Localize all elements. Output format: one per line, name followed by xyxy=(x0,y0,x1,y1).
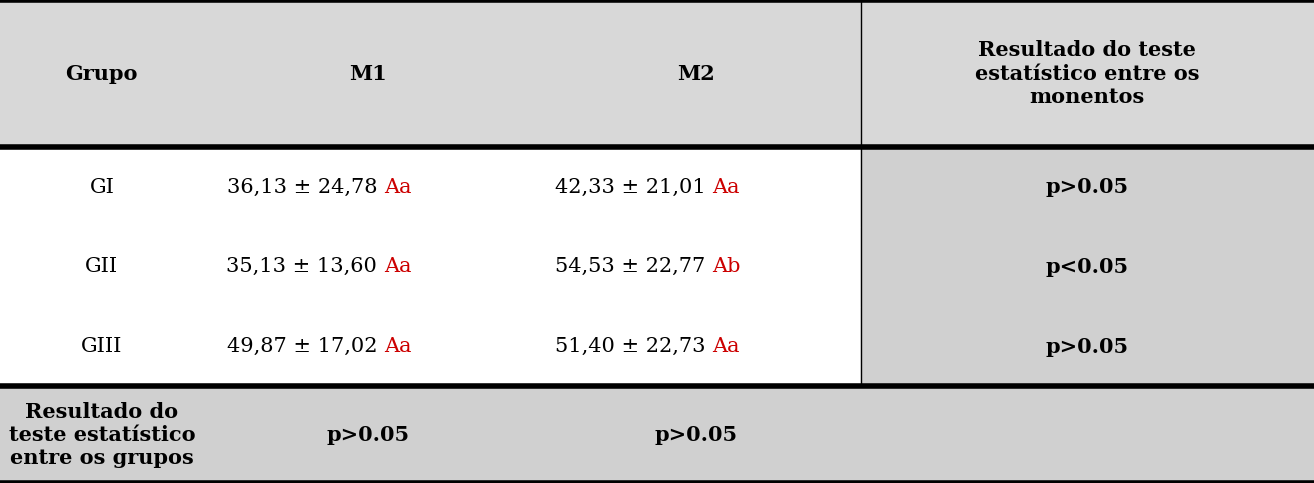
Text: GIII: GIII xyxy=(81,337,122,356)
Text: 51,40 ± 22,73: 51,40 ± 22,73 xyxy=(555,337,712,356)
Text: 49,87 ± 17,02: 49,87 ± 17,02 xyxy=(226,337,384,356)
Text: p>0.05: p>0.05 xyxy=(326,425,410,445)
Bar xyxy=(861,227,1314,307)
Text: 35,13 ± 13,60: 35,13 ± 13,60 xyxy=(226,257,384,276)
Text: p>0.05: p>0.05 xyxy=(1046,337,1129,356)
Text: p>0.05: p>0.05 xyxy=(654,425,738,445)
Text: p<0.05: p<0.05 xyxy=(1046,257,1129,277)
Text: Grupo: Grupo xyxy=(66,64,138,84)
Bar xyxy=(861,307,1314,386)
Text: GI: GI xyxy=(89,178,114,197)
Bar xyxy=(0,307,861,386)
Text: Aa: Aa xyxy=(384,178,411,197)
Bar xyxy=(861,147,1314,227)
Text: Aa: Aa xyxy=(384,257,411,276)
Text: 36,13 ± 24,78: 36,13 ± 24,78 xyxy=(226,178,384,197)
Text: Aa: Aa xyxy=(384,337,411,356)
Text: Ab: Ab xyxy=(712,257,741,276)
Text: M2: M2 xyxy=(678,64,715,84)
Bar xyxy=(0,147,861,227)
Text: p>0.05: p>0.05 xyxy=(1046,177,1129,197)
Text: 42,33 ± 21,01: 42,33 ± 21,01 xyxy=(555,178,712,197)
Text: Aa: Aa xyxy=(712,178,740,197)
Text: M1: M1 xyxy=(350,64,386,84)
Bar xyxy=(0,227,861,307)
Text: Resultado do
teste estatístico
entre os grupos: Resultado do teste estatístico entre os … xyxy=(8,401,196,468)
Bar xyxy=(0,386,1314,483)
Text: 54,53 ± 22,77: 54,53 ± 22,77 xyxy=(556,257,712,276)
Text: Resultado do teste
estatístico entre os
monentos: Resultado do teste estatístico entre os … xyxy=(975,41,1200,107)
Text: Aa: Aa xyxy=(712,337,740,356)
Bar xyxy=(0,0,1314,147)
Text: GII: GII xyxy=(85,257,118,276)
